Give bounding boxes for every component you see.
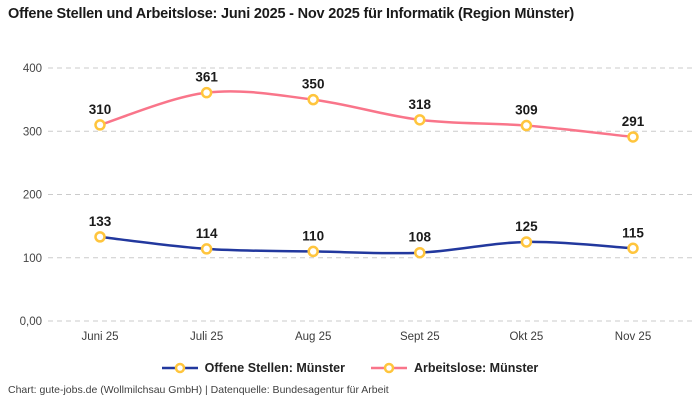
chart-attribution: Chart: gute-jobs.de (Wollmilchsau GmbH) … [8,384,389,396]
svg-text:0,00: 0,00 [20,316,42,328]
data-point-label: 291 [622,114,645,129]
svg-text:Aug 25: Aug 25 [295,331,331,343]
data-point-marker[interactable] [94,119,106,131]
svg-text:300: 300 [23,126,42,138]
data-point-marker[interactable] [200,243,213,255]
data-point-label: 318 [409,97,432,112]
svg-text:Juli 25: Juli 25 [190,331,223,343]
legend-label-arbeitslose: Arbeitslose: Münster [413,361,539,375]
data-point-marker[interactable] [307,245,319,258]
svg-text:Nov 25: Nov 25 [615,331,651,343]
data-point-marker[interactable] [414,246,426,259]
svg-text:Juni 25: Juni 25 [81,331,118,343]
y-axis-labels: 400 300 200 100 0,00 [20,63,42,328]
data-point-label: 125 [515,219,538,234]
svg-text:200: 200 [23,190,42,202]
data-point-label: 115 [622,225,644,240]
gridlines [48,67,693,322]
data-point-label: 350 [302,77,325,92]
data-point-marker[interactable] [307,93,319,106]
data-point-label: 133 [89,214,112,229]
legend-item-offene-stellen[interactable]: Offene Stellen: Münster [161,361,345,375]
data-point-marker[interactable] [627,242,639,255]
data-point-label: 309 [515,103,538,118]
data-point-marker[interactable] [200,86,213,99]
data-point-marker[interactable] [414,114,426,126]
svg-text:400: 400 [23,63,42,75]
data-point-marker[interactable] [627,131,639,143]
data-point-marker[interactable] [520,236,533,248]
data-point-label: 361 [195,70,218,85]
svg-text:100: 100 [23,253,42,265]
legend-line-marker-icon [370,362,407,374]
chart-title: Offene Stellen und Arbeitslose: Juni 202… [8,6,574,22]
legend-item-arbeitslose[interactable]: Arbeitslose: Münster [370,361,539,375]
svg-text:Sept 25: Sept 25 [400,331,440,343]
series-offene-stellen: 133 114 110 108 125 115 [89,214,644,259]
svg-text:Okt 25: Okt 25 [509,331,543,343]
legend-label-offene-stellen: Offene Stellen: Münster [204,361,345,375]
line-chart-svg: 400 300 200 100 0,00 Juni 25 Juli 25 Aug 25 Sept… [20,63,693,343]
x-axis-labels: Juni 25 Juli 25 Aug 25 Sept 25 Okt 25 Nov 25 [81,331,651,343]
data-point-label: 114 [196,226,218,241]
data-point-marker[interactable] [94,231,106,243]
legend-line-marker-icon [161,362,198,374]
data-point-label: 110 [302,228,324,243]
series-arbeitslose: 310 361 350 318 309 291 [89,70,645,143]
legend: Offene Stellen: Münster Arbeitslose: Mün… [0,357,700,379]
data-point-label: 108 [409,230,432,245]
plot-area: 400 300 200 100 0,00 Juni 25 Juli 25 Aug 25 Sept… [0,52,700,352]
data-point-marker[interactable] [520,119,533,132]
data-point-label: 310 [89,102,112,117]
